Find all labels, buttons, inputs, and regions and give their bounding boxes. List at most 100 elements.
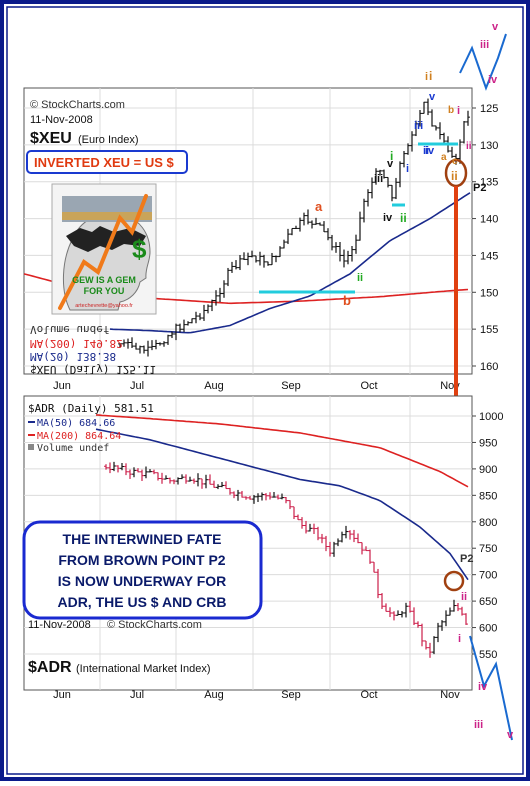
adr-ohlc-bar [336, 538, 340, 547]
adr-ohlc-bar [320, 533, 324, 544]
adr-ohlc-bar [256, 493, 260, 502]
xeu-ohlc-bar [346, 250, 350, 265]
xeu-ohlc-bar [258, 251, 262, 266]
adr-ohlc-bar [196, 473, 200, 487]
xeu-ohlc-bar [290, 227, 294, 236]
adr-ohlc-bar [180, 474, 184, 480]
adr-ohlc-bar [428, 642, 432, 658]
adr-ohlc-bar [364, 546, 368, 552]
callout-line-3: IS NOW UNDERWAY FOR [58, 573, 227, 589]
adr-ohlc-bar [192, 478, 196, 484]
adr-ohlc-bar [264, 493, 268, 501]
adr-volume-swatch [28, 444, 34, 450]
adr-ohlc-bar [340, 531, 344, 543]
xeu-ohlc-bar [430, 109, 434, 127]
adr-y-tick-label: 800 [479, 517, 497, 529]
adr-ohlc-bar [432, 636, 436, 655]
xeu-ohlc-bar [342, 249, 346, 268]
adr-ohlc-bar [372, 561, 376, 573]
adr-ohlc-bar [108, 462, 112, 474]
xeu-y-tick-label: 125 [480, 103, 498, 115]
xeu-ohlc-bar [170, 331, 174, 339]
adr-ohlc-bar [152, 469, 156, 475]
adr-ohlc-bar [384, 603, 388, 612]
xeu-ohlc-bar [362, 198, 366, 223]
xeu-ohlc-bar [186, 321, 190, 326]
xeu-ohlc-bar [182, 319, 186, 332]
xeu-ohlc-bar [218, 287, 222, 303]
wave-label: v [507, 729, 514, 741]
adr-ohlc-bar [276, 494, 280, 500]
wave-label: i [458, 633, 461, 645]
adr-ohlc-bar [400, 611, 404, 618]
adr-ohlc-bar [208, 474, 212, 485]
adr-y-tick-label: 900 [479, 464, 497, 476]
adr-ohlc-bar [392, 611, 396, 621]
xeu-ohlc-bar [294, 225, 298, 230]
adr-ohlc-bar [448, 607, 452, 616]
xeu-ohlc-bar [338, 242, 342, 262]
xeu-ohlc-bar [426, 98, 430, 116]
xeu-ohlc-bar [306, 209, 310, 225]
xeu-legend-mirrored-line: $XEU (Daily) 125.11 [30, 363, 156, 376]
xeu-ohlc-bar [142, 345, 146, 354]
xeu-x-tick-label: Jul [130, 380, 144, 392]
adr-y-tick-label: 550 [479, 649, 497, 661]
xeu-ohlc-bar [418, 110, 422, 127]
adr-ohlc-bar [352, 529, 356, 543]
adr-x-tick-label: Nov [440, 689, 460, 701]
adr-ohlc-bar [156, 472, 160, 481]
xeu-ohlc-bar [322, 221, 326, 233]
adr-ohlc-bar [416, 621, 420, 628]
xeu-y-tick-label: 135 [480, 177, 498, 189]
adr-ohlc-bar [288, 500, 292, 510]
adr-symbol: $ADR [28, 659, 72, 676]
xeu-legend-mirrored-line: Volume undef [30, 323, 109, 336]
wave-label: ii [400, 211, 407, 225]
xeu-y-axis: 125 130 135 140 145 150 155 160 [472, 103, 498, 373]
adr-moving-averages [95, 414, 469, 581]
xeu-ohlc-bar [162, 341, 166, 347]
xeu-ohlc-bar [210, 299, 214, 312]
adr-ohlc-bar [240, 490, 244, 498]
wave-label: ii [451, 169, 458, 183]
adr-ohlc-bar [396, 610, 400, 616]
adr-symbol-desc: (International Market Index) [76, 663, 211, 675]
adr-ohlc-bar [116, 465, 120, 473]
xeu-ohlc-bar [198, 313, 202, 321]
adr-x-tick-label: Jul [130, 689, 144, 701]
xeu-ohlc-bar [386, 176, 390, 188]
wave-label: i [390, 149, 393, 163]
xeu-ohlc-bar [358, 211, 362, 241]
xeu-ohlc-bar [158, 342, 162, 346]
xeu-ohlc-bar [194, 311, 198, 324]
wave-label: ii [357, 272, 363, 284]
adr-x-tick-label: Oct [360, 689, 377, 701]
xeu-ohlc-bar [434, 125, 438, 131]
xeu-ohlc-bar [382, 169, 386, 179]
xeu-ohlc-bar [378, 169, 382, 176]
adr-y-tick-label: 750 [479, 543, 497, 555]
xeu-ohlc-bar [390, 184, 394, 202]
xeu-ohlc-bar [394, 177, 398, 200]
adr-ohlc-bar [216, 484, 220, 490]
adr-ohlc-bar [408, 601, 412, 613]
adr-p2-circle [443, 570, 465, 592]
xeu-projection-path [459, 33, 507, 91]
xeu-grid [24, 88, 472, 374]
adr-ma200-line [95, 414, 469, 488]
wave-label: iv [478, 681, 488, 693]
adr-x-tick-label: Jun [53, 689, 71, 701]
xeu-ohlc-bar [314, 217, 318, 225]
xeu-ohlc-bar [234, 260, 238, 270]
adr-ohlc-bar [268, 492, 272, 500]
adr-ohlc-bar [184, 474, 188, 484]
adr-source: © StockCharts.com [107, 619, 202, 631]
wave-label: ii [423, 145, 429, 157]
adr-ohlc-bar [244, 496, 248, 500]
xeu-ohlc-bar [374, 168, 378, 185]
adr-ohlc-bar [292, 506, 296, 520]
wave-label: i [457, 105, 460, 117]
